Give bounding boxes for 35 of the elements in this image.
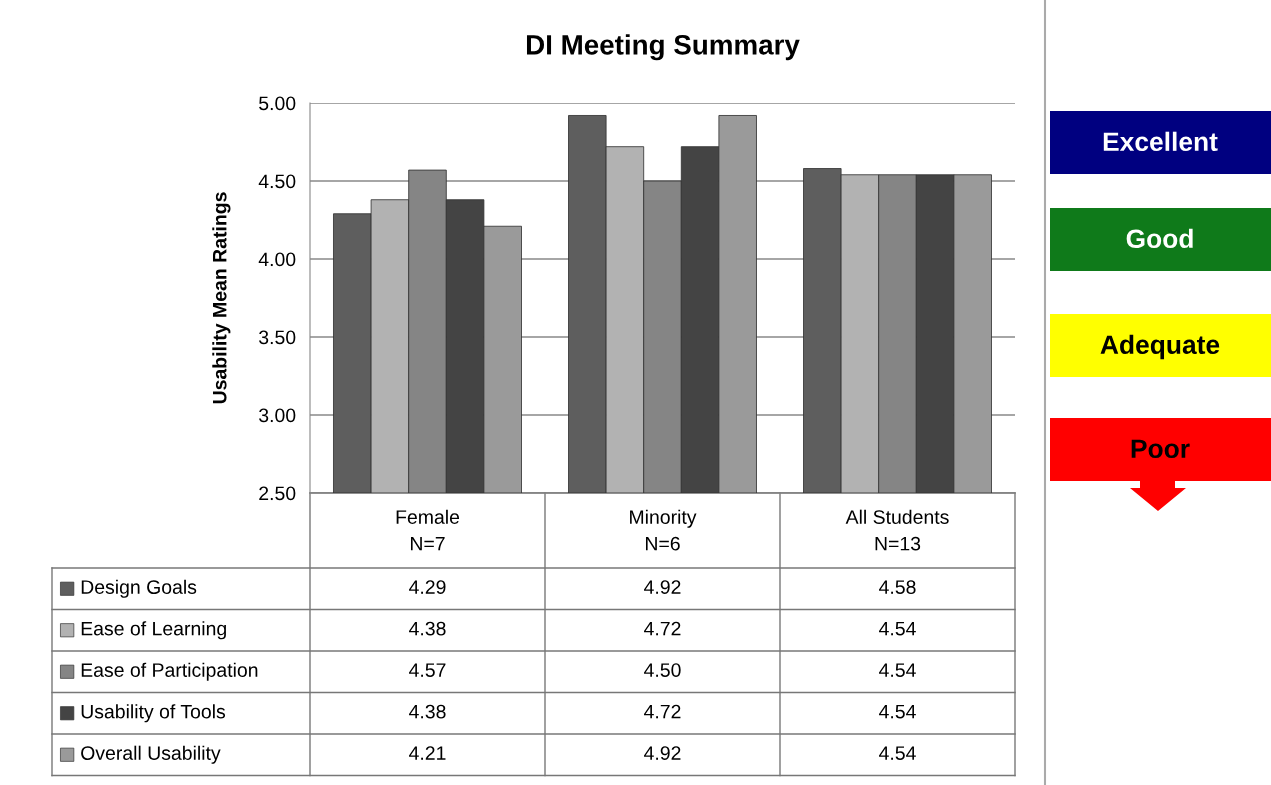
text: Poor <box>1131 439 1190 459</box>
data-label: 4.92 <box>644 580 681 594</box>
y-tick-label: 4.50 <box>258 174 296 189</box>
data-label: 4.58 <box>879 580 916 594</box>
data-label: 4.57 <box>409 663 446 677</box>
data-label: 4.54 <box>879 663 916 677</box>
data-label: 4.92 <box>644 746 681 760</box>
text: Adequate <box>1100 334 1220 360</box>
data-label: 4.29 <box>409 580 446 594</box>
y-axis-title: Usability Mean Ratings <box>212 192 231 404</box>
data-label: 4.50 <box>644 663 681 677</box>
legend-label: Ease of Participation <box>81 662 258 681</box>
data-label: 4.54 <box>879 704 916 719</box>
text: Good <box>1126 228 1193 249</box>
data-label: 4.21 <box>409 746 446 760</box>
chart-title: DI Meeting Summary <box>526 34 800 61</box>
x-tick-label: Female N=7 <box>396 509 460 551</box>
legend-label: Design Goals <box>81 579 197 598</box>
y-tick-label: 4.00 <box>258 252 296 267</box>
data-label: 4.38 <box>409 621 446 636</box>
data-label: 4.54 <box>879 621 916 636</box>
text: Excellent <box>1103 131 1218 152</box>
x-tick-label: Minority N=6 <box>630 509 697 551</box>
y-tick-label: 3.00 <box>259 408 296 423</box>
y-tick-label: 3.50 <box>259 330 296 345</box>
legend-label: Overall Usability <box>81 745 221 764</box>
data-label: 4.38 <box>409 704 446 719</box>
y-tick-label: 5.00 <box>259 96 296 111</box>
legend-label: Usability of Tools <box>81 704 226 723</box>
data-label: 4.54 <box>879 746 916 760</box>
legend-label: Ease of Learning <box>81 621 226 640</box>
data-label: 4.72 <box>644 621 681 636</box>
y-tick-label: 2.50 <box>259 486 296 501</box>
x-tick-label: All Students N=13 <box>845 509 949 551</box>
data-label: 4.72 <box>644 704 681 719</box>
